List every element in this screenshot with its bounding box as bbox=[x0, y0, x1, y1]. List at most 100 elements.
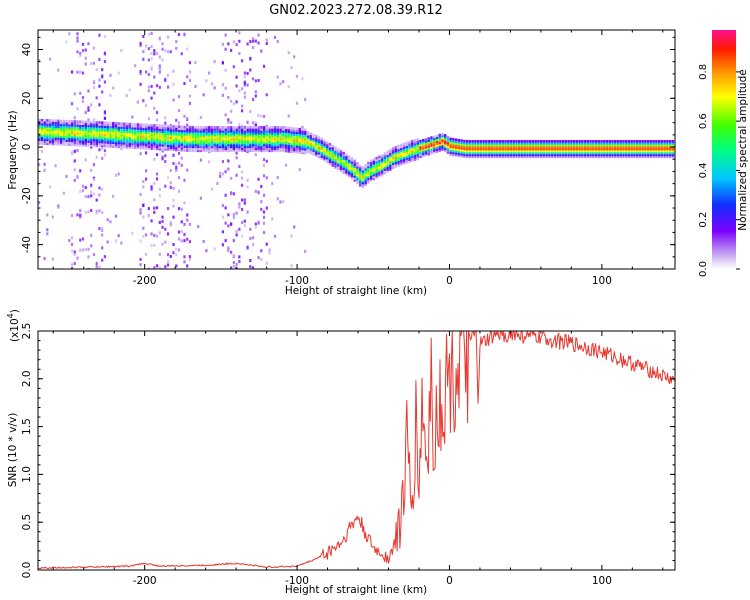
spectrogram-band-cell bbox=[51, 134, 55, 138]
spectrogram-band-cell bbox=[320, 145, 323, 149]
spectrogram-band-cell bbox=[153, 139, 156, 143]
spectrogram-band-cell bbox=[364, 173, 367, 177]
spectrogram-noise-cell bbox=[262, 163, 266, 167]
spectrogram-band-cell bbox=[48, 138, 52, 142]
spectrogram-band-cell bbox=[164, 134, 167, 138]
spectrogram-band-cell bbox=[235, 137, 238, 141]
spectrogram-band-cell bbox=[400, 161, 403, 164]
spectrogram-band-cell bbox=[556, 139, 559, 143]
spectrogram-band-cell bbox=[534, 151, 537, 155]
spectrogram-band-cell bbox=[216, 128, 219, 131]
spectrogram-noise-cell bbox=[183, 255, 186, 259]
spectrogram-band-cell bbox=[183, 141, 186, 144]
spectrogram-band-cell bbox=[271, 135, 274, 139]
spectrogram-noise-cell bbox=[139, 41, 142, 45]
spectrogram-band-cell bbox=[446, 145, 450, 149]
spectrogram-band-cell bbox=[356, 175, 359, 179]
spectrogram-band-cell bbox=[350, 172, 354, 176]
spectrogram-band-cell bbox=[287, 132, 291, 136]
spectrogram-band-cell bbox=[383, 160, 387, 163]
spectrogram-band-cell bbox=[460, 149, 463, 152]
spectrogram-band-cell bbox=[123, 122, 126, 126]
spectrogram-band-cell bbox=[106, 143, 109, 146]
spectrogram-band-cell bbox=[221, 139, 225, 143]
spectrogram-band-cell bbox=[435, 136, 439, 140]
spectrogram-band-cell bbox=[578, 141, 581, 145]
spectrogram-noise-cell bbox=[257, 177, 260, 181]
spectrogram-band-cell bbox=[556, 141, 559, 145]
spectrogram-band-cell bbox=[57, 135, 60, 138]
spectrogram-noise-cell bbox=[84, 62, 87, 66]
spectrogram-band-cell bbox=[583, 147, 587, 151]
spectrogram-band-cell bbox=[293, 142, 296, 146]
spectrogram-band-cell bbox=[240, 135, 244, 139]
spectrogram-band-cell bbox=[605, 141, 609, 145]
spectrogram-band-cell bbox=[666, 145, 669, 149]
spectrogram-noise-cell bbox=[265, 42, 268, 46]
spectrogram-band-cell bbox=[158, 132, 162, 135]
spectrogram-band-cell bbox=[457, 138, 461, 142]
spectrogram-band-cell bbox=[537, 153, 540, 157]
snr-frame bbox=[37, 330, 676, 571]
spectrogram-band-cell bbox=[564, 155, 568, 159]
spectrogram-band-cell bbox=[81, 141, 85, 145]
spectrogram-band-cell bbox=[172, 125, 175, 128]
spectrogram-band-cell bbox=[526, 143, 529, 147]
spectrogram-band-cell bbox=[638, 151, 642, 155]
spectrogram-noise-cell bbox=[164, 227, 167, 231]
spectrogram-band-cell bbox=[534, 143, 537, 147]
spectrogram-band-cell bbox=[134, 136, 137, 140]
spectrogram-band-cell bbox=[663, 145, 666, 149]
spectrogram-band-cell bbox=[290, 144, 293, 148]
spectrogram-noise-cell bbox=[92, 46, 96, 50]
spectrogram-band-cell bbox=[397, 150, 400, 154]
spectrogram-band-cell bbox=[230, 145, 233, 149]
spectrogram-noise-cell bbox=[101, 246, 104, 250]
spectrogram-band-cell bbox=[59, 127, 63, 131]
spectrogram-band-cell bbox=[150, 147, 153, 150]
spectrogram-band-cell bbox=[408, 154, 411, 157]
spectrogram-noise-cell bbox=[188, 255, 192, 259]
spectrogram-band-cell bbox=[411, 149, 414, 153]
spectrogram-band-cell bbox=[306, 131, 310, 134]
spectrogram-band-cell bbox=[183, 135, 186, 139]
spectrogram-band-cell bbox=[356, 164, 359, 167]
spectrogram-noise-cell bbox=[177, 189, 181, 193]
spectrogram-band-cell bbox=[84, 134, 88, 137]
spectrogram-band-cell bbox=[315, 150, 318, 154]
spectrogram-band-cell bbox=[68, 125, 71, 129]
spectrogram-band-cell bbox=[147, 129, 151, 133]
spectrogram-band-cell bbox=[369, 177, 373, 180]
spectrogram-band-cell bbox=[172, 132, 175, 136]
spectrogram-noise-cell bbox=[186, 75, 189, 79]
spectrogram-band-cell bbox=[534, 139, 537, 143]
spectrogram-band-cell bbox=[364, 183, 367, 186]
spectrogram-band-cell bbox=[507, 143, 510, 147]
spectrogram-band-cell bbox=[592, 153, 595, 157]
spectrogram-band-cell bbox=[487, 155, 491, 159]
spectrogram-band-cell bbox=[134, 123, 137, 126]
spectrogram-band-cell bbox=[416, 155, 419, 159]
spectrogram-band-cell bbox=[430, 151, 433, 155]
spectrogram-band-cell bbox=[605, 143, 609, 147]
spectrogram-band-cell bbox=[164, 126, 167, 130]
spectrogram-band-cell bbox=[394, 163, 397, 167]
spectrogram-noise-cell bbox=[262, 231, 266, 235]
spectrogram-band-cell bbox=[103, 131, 107, 134]
spectrogram-band-cell bbox=[358, 180, 362, 183]
spectrogram-band-cell bbox=[59, 131, 63, 134]
spectrogram-band-cell bbox=[383, 152, 387, 156]
spectrogram-band-cell bbox=[188, 143, 192, 147]
spectrogram-band-cell bbox=[496, 155, 499, 159]
spectrogram-band-cell bbox=[76, 124, 79, 127]
spectrogram-band-cell bbox=[81, 134, 85, 137]
spectrogram-noise-cell bbox=[166, 206, 170, 210]
spectrogram-noise-cell bbox=[230, 192, 233, 196]
spectrogram-band-cell bbox=[103, 135, 107, 138]
spectrogram-noise-cell bbox=[235, 230, 238, 234]
spectrogram-band-cell bbox=[312, 145, 315, 148]
spectrogram-band-cell bbox=[323, 158, 326, 162]
spectrogram-noise-cell bbox=[147, 58, 150, 62]
spectrogram-band-cell bbox=[147, 125, 151, 129]
spectrogram-noise-cell bbox=[254, 39, 257, 43]
